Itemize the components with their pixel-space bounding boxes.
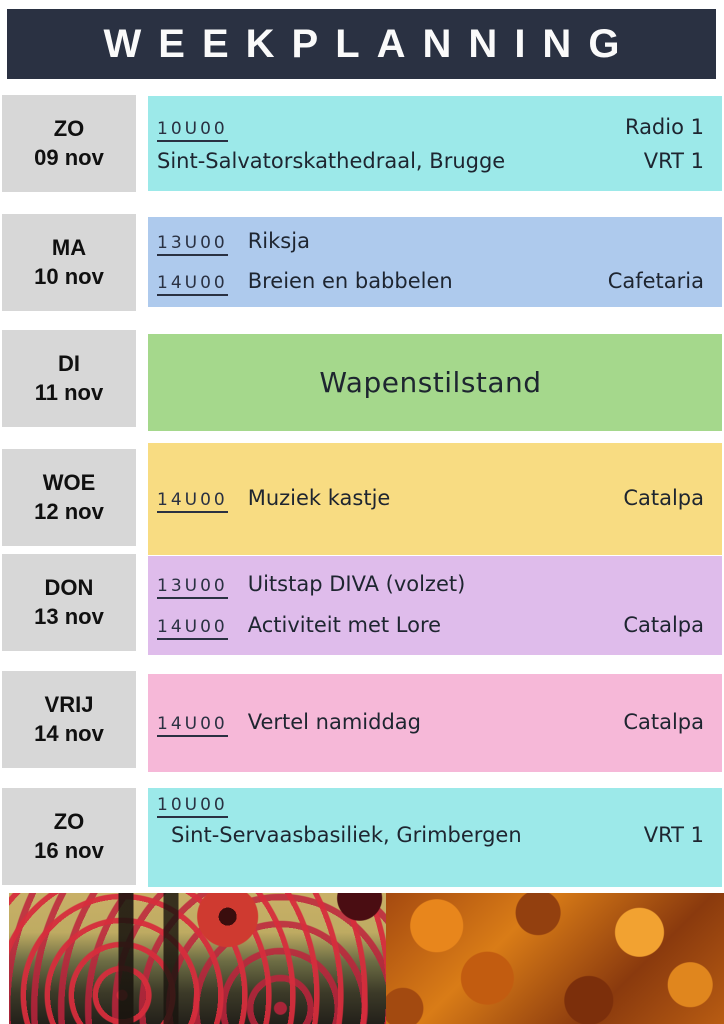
schedule-row: ZO 16 nov 10U00 Sint-Servaasbasiliek, Gr…	[2, 788, 722, 887]
day-name: VRIJ	[44, 691, 94, 717]
day-name: ZO	[53, 808, 85, 834]
event-time: 14U00	[157, 714, 228, 737]
day-box: ZO 16 nov	[2, 788, 136, 885]
event-location: Sint-Servaasbasiliek, Grimbergen	[171, 823, 522, 847]
venue-label: Catalpa	[623, 709, 704, 734]
page-title: WEEKPLANNING	[103, 21, 637, 66]
schedule-row: ZO 09 nov 10U00 Radio 1 Sint-Salvatorska…	[2, 95, 722, 192]
day-date: 14 nov	[34, 721, 104, 746]
schedule-row: MA 10 nov 13U00 Riksja 14U00 Breien en b…	[2, 214, 722, 311]
day-box: ZO 09 nov	[2, 95, 136, 192]
venue-label: Cafetaria	[607, 268, 704, 293]
event-time: 14U00	[157, 490, 228, 513]
day-name: DON	[44, 574, 94, 600]
event-time: 14U00	[157, 617, 228, 640]
day-date: 12 nov	[34, 499, 104, 524]
day-date: 16 nov	[34, 838, 104, 863]
event-block: 13U00 Riksja 14U00 Breien en babbelen Ca…	[148, 217, 722, 307]
event-block: 10U00 Sint-Servaasbasiliek, Grimbergen V…	[148, 788, 722, 887]
day-date: 13 nov	[34, 604, 104, 629]
event-time: 13U00	[157, 576, 228, 599]
event-title: Activiteit met Lore	[247, 612, 442, 637]
event-title: Riksja	[247, 228, 310, 253]
day-box: MA 10 nov	[2, 214, 136, 311]
day-date: 11 nov	[34, 380, 104, 405]
schedule-row: WOE 12 nov 14U00 Muziek kastje Catalpa	[2, 443, 722, 555]
event-block: 14U00 Muziek kastje Catalpa	[148, 443, 722, 555]
day-box: DI 11 nov	[2, 330, 136, 427]
event-title: Breien en babbelen	[247, 268, 453, 293]
day-name: WOE	[42, 469, 96, 495]
channel-label: Radio 1	[624, 114, 704, 139]
day-box: WOE 12 nov	[2, 449, 136, 546]
day-date: 10 nov	[34, 264, 104, 289]
photo-strip	[9, 893, 724, 1024]
event-block: Wapenstilstand	[148, 334, 722, 431]
event-time: 10U00	[157, 795, 228, 818]
event-title: Vertel namiddag	[247, 709, 421, 734]
schedule-row: VRIJ 14 nov 14U00 Vertel namiddag Catalp…	[2, 671, 722, 772]
day-box: VRIJ 14 nov	[2, 671, 136, 768]
poppy-field-photo	[9, 893, 386, 1024]
day-name: DI	[58, 350, 80, 376]
schedule-row: DI 11 nov Wapenstilstand	[2, 330, 722, 431]
event-title: Muziek kastje	[247, 485, 391, 510]
channel-label: VRT 1	[643, 148, 704, 173]
schedule-row: DON 13 nov 13U00 Uitstap DIVA (volzet) 1…	[2, 554, 722, 655]
event-time: 10U00	[157, 119, 228, 142]
header-banner: WEEKPLANNING	[7, 9, 716, 79]
venue-label: Catalpa	[623, 485, 704, 510]
event-title: Wapenstilstand	[319, 366, 542, 399]
event-title: Uitstap DIVA (volzet)	[247, 571, 466, 596]
event-block: 10U00 Radio 1 Sint-Salvatorskathedraal, …	[148, 96, 722, 191]
day-name: ZO	[53, 115, 85, 141]
venue-label: Catalpa	[623, 612, 704, 637]
day-box: DON 13 nov	[2, 554, 136, 651]
event-location: Sint-Salvatorskathedraal, Brugge	[157, 148, 506, 173]
event-block: 13U00 Uitstap DIVA (volzet) 14U00 Activi…	[148, 556, 722, 655]
event-time: 13U00	[157, 233, 228, 256]
day-date: 09 nov	[34, 145, 104, 170]
event-time: 14U00	[157, 273, 228, 296]
autumn-leaves-photo	[386, 893, 724, 1024]
channel-label: VRT 1	[643, 823, 704, 847]
day-name: MA	[51, 234, 87, 260]
event-block: 14U00 Vertel namiddag Catalpa	[148, 674, 722, 772]
